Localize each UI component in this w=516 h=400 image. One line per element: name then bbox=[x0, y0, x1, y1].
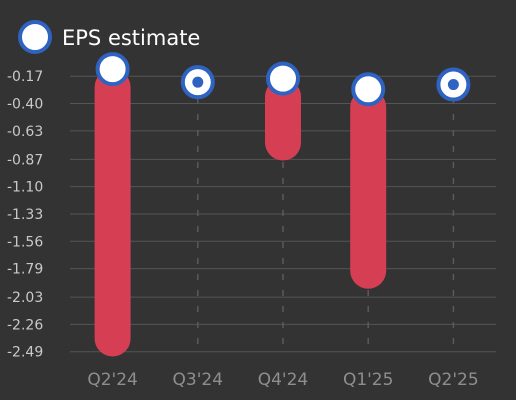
x-tick-label: Q3'24 bbox=[173, 370, 224, 390]
bar bbox=[265, 78, 301, 161]
estimate-marker bbox=[351, 72, 386, 107]
x-axis-ticks: Q2'24 Q3'24 Q4'24 Q1'25 Q2'25 bbox=[87, 370, 478, 390]
legend-label: EPS estimate bbox=[62, 26, 200, 50]
estimate-marker bbox=[95, 52, 130, 87]
x-tick-label: Q1'25 bbox=[343, 370, 394, 390]
y-tick-label: -1.10 bbox=[7, 180, 43, 196]
y-tick-label: -0.40 bbox=[7, 97, 43, 113]
x-tick-label: Q2'24 bbox=[87, 370, 138, 390]
bar bbox=[350, 89, 387, 289]
x-tick-label: Q2'25 bbox=[428, 370, 479, 390]
y-tick-label: -2.26 bbox=[7, 317, 43, 333]
y-tick-label: -0.17 bbox=[7, 69, 43, 85]
y-tick-label: -1.33 bbox=[7, 207, 43, 223]
y-tick-label: -0.87 bbox=[7, 152, 43, 168]
y-axis-ticks: -0.17 -0.40 -0.63 -0.87 -1.10 -1.33 -1.56 -1.79… bbox=[7, 69, 43, 360]
bar bbox=[94, 69, 131, 357]
y-tick-label: -1.56 bbox=[7, 234, 43, 250]
estimate-markers bbox=[95, 52, 471, 107]
estimate-marker-dot bbox=[192, 76, 204, 88]
legend-marker bbox=[18, 20, 52, 54]
bars bbox=[94, 69, 387, 357]
estimate-marker-dot bbox=[447, 79, 459, 91]
legend: EPS estimate bbox=[18, 20, 200, 54]
x-tick-label: Q4'24 bbox=[258, 370, 309, 390]
estimate-marker bbox=[266, 61, 300, 96]
y-tick-label: -2.03 bbox=[7, 290, 43, 306]
y-tick-label: -2.49 bbox=[7, 345, 43, 361]
y-tick-label: -0.63 bbox=[7, 124, 43, 140]
y-tick-label: -1.79 bbox=[7, 262, 43, 278]
